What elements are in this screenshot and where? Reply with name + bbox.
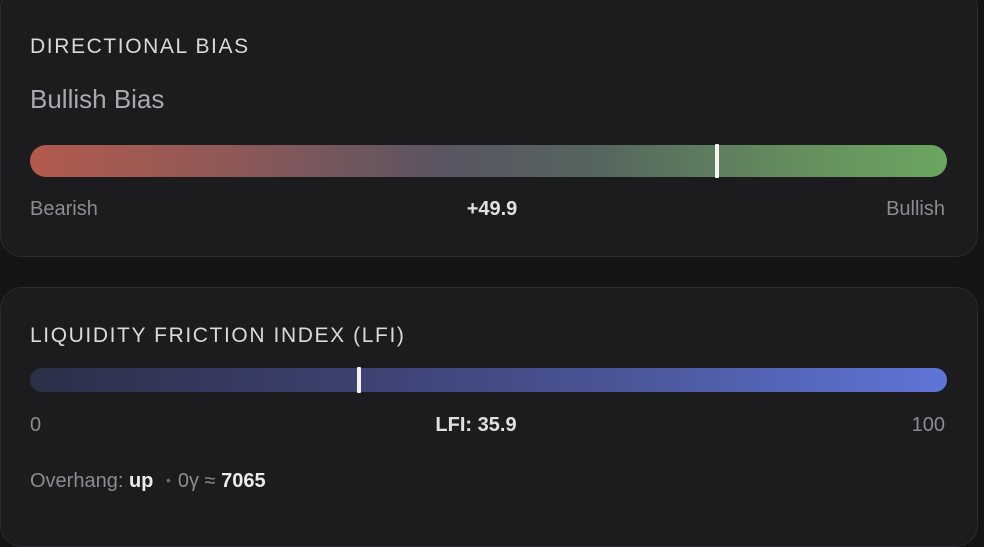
gamma-label: 0γ ≈ (177, 470, 216, 492)
lfi-min-label: 0 (30, 414, 42, 436)
bias-value: +49.9 (466, 198, 518, 220)
gamma-value: 7065 (221, 470, 266, 492)
lfi-max-label: 100 (911, 414, 945, 436)
lfi-value: LFI: 35.9 (435, 414, 517, 436)
bias-gauge-marker (715, 144, 720, 178)
lfi-card: LIQUIDITY FRICTION INDEX (LFI) 0 LFI: 35… (0, 287, 978, 547)
lfi-gauge-marker (357, 367, 362, 393)
bias-subtitle: Bullish Bias (30, 84, 165, 114)
overhang-line: Overhang: up • 0γ ≈ 7065 (30, 470, 266, 493)
bias-gauge-track (30, 144, 947, 178)
bearish-label: Bearish (30, 198, 98, 220)
separator-dot: • (165, 472, 171, 488)
overhang-label: Overhang: (30, 470, 124, 492)
overhang-value: up (128, 470, 154, 492)
directional-bias-title: DIRECTIONAL BIAS (30, 35, 250, 58)
lfi-title: LIQUIDITY FRICTION INDEX (LFI) (30, 324, 406, 347)
bullish-label: Bullish (886, 198, 945, 220)
lfi-gauge-track (30, 367, 947, 393)
directional-bias-card: DIRECTIONAL BIAS Bullish Bias Bearish +4… (0, 0, 978, 257)
